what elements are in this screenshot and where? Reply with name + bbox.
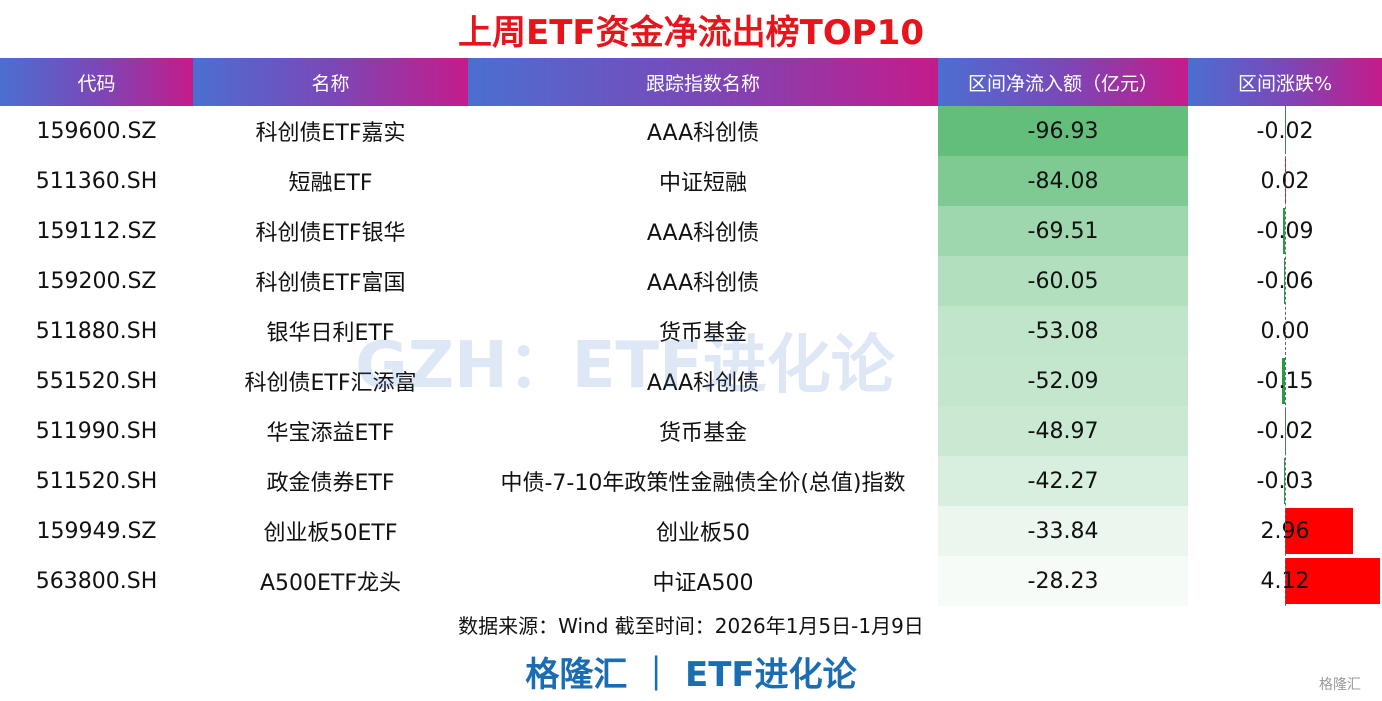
cell-index: 中证A500: [652, 571, 754, 596]
cell-change: 4.12: [1260, 568, 1310, 594]
cell-flow: -53.08: [1027, 318, 1099, 344]
change-bar: [1282, 208, 1285, 254]
cell-name: A500ETF龙头: [259, 571, 402, 596]
flow-heat: [938, 506, 1188, 556]
cell-index: AAA科创债: [646, 271, 760, 296]
cell-code: 563800.SH: [35, 568, 158, 594]
cell-flow: -33.84: [1027, 518, 1099, 544]
cell-change: 2.96: [1260, 518, 1310, 544]
cell-change: 0.00: [1260, 318, 1310, 344]
logo: 格隆汇: [1319, 677, 1361, 693]
cell-change: 0.02: [1260, 168, 1310, 194]
flow-heat: [938, 306, 1188, 356]
cell-code: 511880.SH: [35, 318, 158, 344]
cell-name: 银华日利ETF: [266, 321, 395, 346]
header-cell: 跟踪指数名称: [468, 58, 938, 106]
title: 上周ETF资金净流出榜TOP10: [458, 12, 924, 53]
cell-flow: -28.23: [1027, 568, 1099, 594]
cell-flow: -69.51: [1027, 218, 1099, 244]
header-cell: 名称: [193, 58, 468, 106]
cell-index: AAA科创债: [646, 121, 760, 146]
flow-heat: [938, 556, 1188, 606]
watermark: GZH：ETF进化论: [355, 329, 895, 403]
header-cell: 区间涨跌%: [1188, 58, 1382, 106]
cell-code: 551520.SH: [35, 368, 158, 394]
cell-index: 中证短融: [658, 171, 747, 196]
cell-code: 511360.SH: [35, 168, 158, 194]
cell-flow: -96.93: [1027, 118, 1099, 144]
cell-flow: -52.09: [1027, 368, 1099, 394]
axis-line: [1285, 106, 1286, 606]
cell-code: 159949.SZ: [36, 518, 157, 544]
cell-index: AAA科创债: [646, 221, 760, 246]
change-bar: [1285, 558, 1380, 604]
cell-code: 511990.SH: [35, 418, 158, 444]
cell-index: 创业板50: [656, 521, 750, 546]
cell-code: 511520.SH: [35, 468, 158, 494]
header-cell: 代码: [0, 58, 193, 106]
flow-heat: [938, 106, 1188, 156]
brand: 格隆汇 ｜ ETF进化论: [525, 654, 857, 695]
cell-name: 政金债券ETF: [266, 471, 395, 496]
source: 数据来源：Wind 截至时间：2026年1月5日-1月9日: [458, 613, 924, 638]
cell-name: 科创债ETF银华: [255, 221, 406, 246]
change-bar: [1283, 258, 1285, 304]
flow-heat: [938, 406, 1188, 456]
cell-code: 159200.SZ: [36, 268, 157, 294]
cell-index: 货币基金: [658, 321, 747, 346]
change-bar: [1285, 508, 1354, 554]
cell-flow: -84.08: [1027, 168, 1099, 194]
cell-code: 159600.SZ: [36, 118, 157, 144]
flow-heat: [938, 206, 1188, 256]
change-bar: [1284, 458, 1285, 504]
change-bar: [1281, 358, 1285, 404]
cell-name: 科创债ETF嘉实: [255, 121, 406, 146]
header-cell: 区间净流入额（亿元）: [938, 58, 1188, 106]
cell-name: 科创债ETF汇添富: [244, 371, 417, 396]
cell-flow: -42.27: [1027, 468, 1099, 494]
cell-index: 货币基金: [658, 421, 747, 446]
cell-flow: -60.05: [1027, 268, 1099, 294]
cell-index: AAA科创债: [646, 371, 760, 396]
cell-name: 创业板50ETF: [263, 521, 398, 546]
cell-code: 159112.SZ: [36, 218, 157, 244]
cell-name: 华宝添益ETF: [266, 421, 395, 446]
flow-heat: [938, 256, 1188, 306]
flow-heat: [938, 156, 1188, 206]
cell-index: 中债-7-10年政策性金融债全价(总值)指数: [500, 471, 906, 496]
cell-name: 短融ETF: [288, 171, 373, 196]
flow-heat: [938, 356, 1188, 406]
cell-flow: -48.97: [1027, 418, 1099, 444]
cell-name: 科创债ETF富国: [255, 271, 406, 296]
flow-heat: [938, 456, 1188, 506]
